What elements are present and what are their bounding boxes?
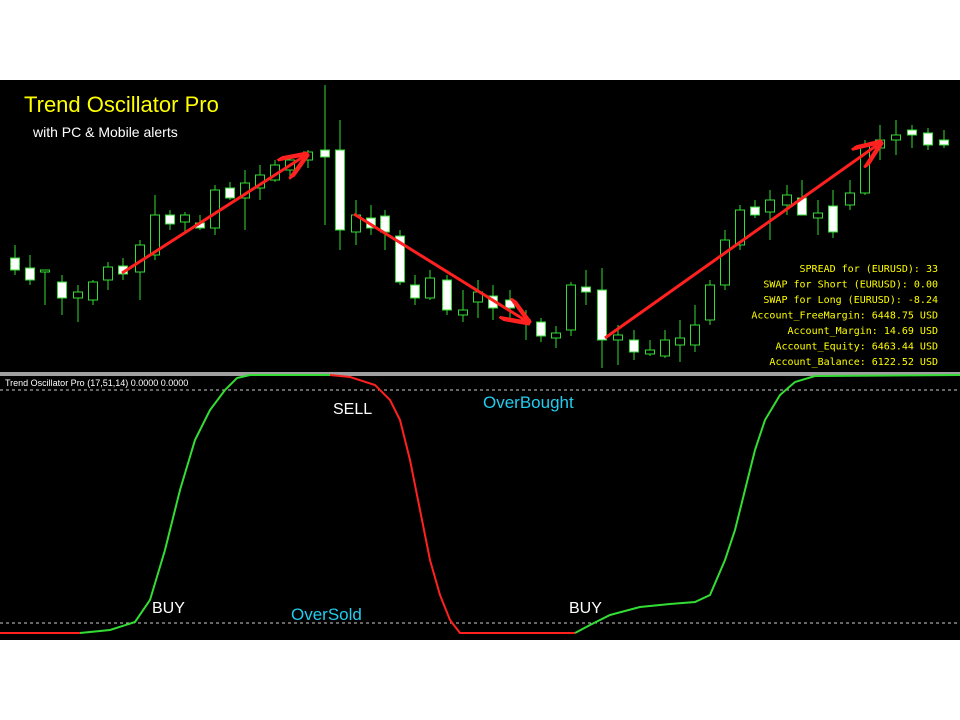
arrow [121, 155, 306, 275]
candle-body [566, 284, 576, 331]
candle-body [939, 139, 949, 146]
candle-body [73, 291, 83, 299]
candle-body [103, 266, 113, 281]
candle-body [88, 281, 98, 301]
arrow [604, 143, 880, 340]
candle-body [613, 334, 623, 341]
oscillator [0, 374, 960, 634]
trend-arrows [121, 143, 880, 340]
account-info-line: SPREAD for (EURUSD): 33 [800, 264, 938, 275]
candle-body [40, 269, 50, 273]
candle-body [720, 239, 730, 286]
candle-body [442, 279, 452, 311]
candle-body [551, 332, 561, 339]
account-info-line: SWAP for Short (EURUSD): 0.00 [763, 280, 938, 291]
candle-body [705, 284, 715, 321]
candle-body [828, 205, 838, 233]
candle-body [660, 339, 670, 357]
panel-separator [0, 372, 960, 376]
oversold-label: OverSold [291, 605, 362, 624]
candle-body [57, 281, 67, 299]
account-info-line: Account_Equity: 6463.44 USD [775, 342, 938, 353]
candle-body [425, 277, 435, 299]
buy-label: BUY [569, 600, 602, 617]
candle-body [536, 321, 546, 337]
candle-body [165, 214, 175, 225]
candle-body [750, 206, 760, 216]
candle-body [150, 214, 160, 256]
candle-body [782, 194, 792, 206]
account-info-line: SWAP for Long (EURUSD): -8.24 [763, 295, 938, 306]
oscillator-up [79, 374, 960, 634]
candle-body [907, 129, 917, 136]
candle-body [645, 349, 655, 355]
account-info-line: Account_Margin: 14.69 USD [787, 326, 938, 337]
indicator-header: Trend Oscillator Pro (17,51,14) 0.0000 0… [5, 378, 188, 388]
candle-body [813, 212, 823, 219]
candle-body [395, 235, 405, 283]
candle-body [675, 337, 685, 346]
candle-body [410, 284, 420, 299]
arrow [353, 212, 528, 322]
account-info: SPREAD for (EURUSD): 33 SWAP for Short (E… [751, 264, 938, 368]
account-info-line: Account_Balance: 6122.52 USD [769, 357, 938, 368]
candle-body [10, 257, 20, 271]
candle-body [891, 134, 901, 141]
candle-body [735, 209, 745, 246]
subtitle: with PC & Mobile alerts [32, 124, 178, 140]
candle-body [458, 309, 468, 316]
candle-body [690, 324, 700, 346]
candle-body [335, 149, 345, 231]
buy-label: BUY [152, 600, 185, 617]
candle-body [225, 187, 235, 199]
candle-body [845, 192, 855, 206]
candle-body [210, 189, 220, 229]
sell-label: SELL [333, 401, 372, 418]
oscillator-down [0, 374, 575, 634]
candle-body [581, 286, 591, 293]
candle-body [629, 339, 639, 353]
candle-body [320, 149, 330, 158]
candle-body [597, 289, 607, 341]
candle-body [923, 132, 933, 146]
candle-body [505, 299, 515, 309]
candle-body [765, 199, 775, 213]
candle-body [180, 214, 190, 223]
account-info-line: Account_FreeMargin: 6448.75 USD [751, 311, 938, 322]
chart-background [0, 80, 960, 640]
candle-body [25, 267, 35, 281]
overbought-label: OverBought [483, 393, 574, 412]
candles [10, 85, 949, 368]
title: Trend Oscillator Pro [24, 92, 219, 117]
